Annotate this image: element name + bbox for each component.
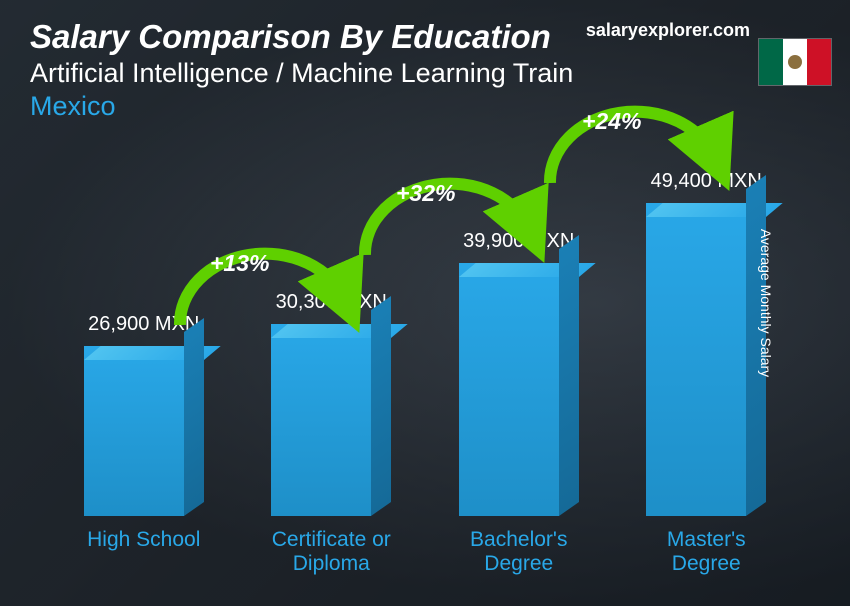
bar-3d <box>459 263 579 516</box>
country-flag <box>758 38 832 86</box>
bar-label: Master'sDegree <box>616 528 796 576</box>
bar-side-face <box>559 235 579 516</box>
bar-3d <box>646 203 766 516</box>
chart-location: Mexico <box>30 91 850 122</box>
flag-stripe-white <box>783 39 807 85</box>
bar-3d <box>84 346 204 516</box>
bar-front-face <box>271 324 371 516</box>
bar-label: Bachelor'sDegree <box>429 528 609 576</box>
bar-front-face <box>84 346 184 516</box>
chart-subtitle: Artificial Intelligence / Machine Learni… <box>30 58 850 89</box>
increase-arc <box>350 160 550 280</box>
bar-front-face <box>646 203 746 516</box>
bar-front-face <box>459 263 559 516</box>
increase-label: +32% <box>396 180 455 207</box>
flag-stripe-green <box>759 39 783 85</box>
increase-arc <box>165 230 365 350</box>
bar-chart: 26,900 MXN30,300 MXN39,900 MXN49,400 MXN… <box>50 140 800 576</box>
labels-container: High SchoolCertificate orDiplomaBachelor… <box>50 528 800 576</box>
y-axis-label: Average Monthly Salary <box>758 229 774 377</box>
increase-label: +13% <box>210 250 269 277</box>
chart-header: Salary Comparison By Education Artificia… <box>0 0 850 122</box>
bar-label: High School <box>54 528 234 576</box>
flag-stripe-red <box>807 39 831 85</box>
bar-side-face <box>371 296 391 516</box>
bar-3d <box>271 324 391 516</box>
watermark-text: salaryexplorer.com <box>586 20 750 41</box>
bar-label: Certificate orDiploma <box>241 528 421 576</box>
